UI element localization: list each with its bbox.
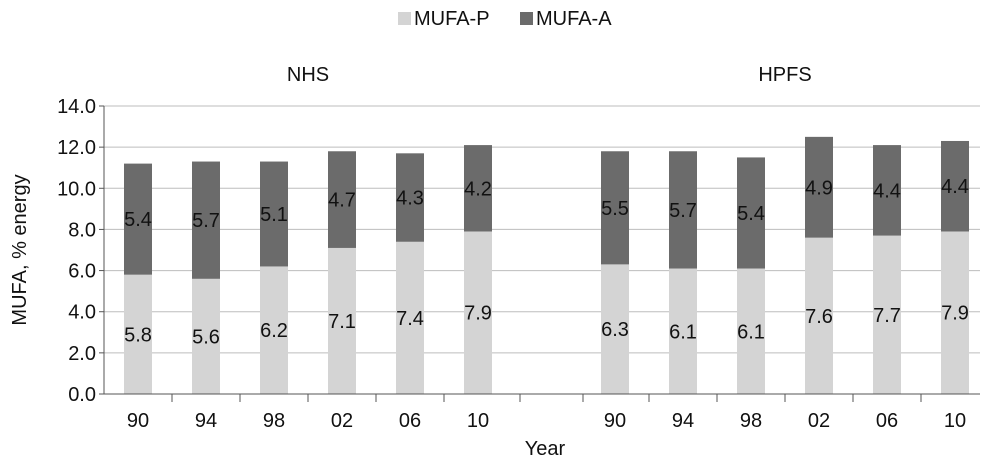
data-label: 6.1 — [669, 321, 697, 343]
x-tick-label: 98 — [263, 410, 285, 432]
data-label: 7.1 — [328, 311, 356, 333]
data-label: 5.7 — [669, 200, 697, 222]
x-tick-label: 02 — [331, 410, 353, 432]
bar-hpfs-06-mufa-a — [873, 145, 901, 236]
data-label: 5.4 — [124, 209, 152, 231]
group-title-hpfs: HPFS — [758, 64, 811, 86]
x-tick-label: 98 — [740, 410, 762, 432]
bar-nhs-06-mufa-a — [396, 153, 424, 242]
data-label: 6.1 — [737, 321, 765, 343]
bar-hpfs-90-mufa-a — [601, 151, 629, 265]
x-tick-label: 94 — [195, 410, 217, 432]
data-label: 4.7 — [328, 190, 356, 212]
data-label: 6.3 — [601, 319, 629, 341]
bar-nhs-10-mufa-a — [464, 145, 492, 232]
bar-nhs-90-mufa-p — [124, 274, 152, 394]
group-title-nhs: NHS — [287, 64, 329, 86]
bar-nhs-06-mufa-p — [396, 241, 424, 394]
data-label: 6.2 — [260, 320, 288, 342]
legend-swatch-mufa-a — [520, 12, 533, 25]
data-label: 4.9 — [805, 177, 833, 199]
bar-hpfs-10-mufa-p — [941, 231, 969, 394]
legend: MUFA-P MUFA-A — [398, 8, 612, 30]
data-label: 5.1 — [260, 204, 288, 226]
bar-nhs-02-mufa-a — [328, 151, 356, 248]
data-label: 7.4 — [396, 308, 424, 330]
bar-hpfs-94-mufa-p — [669, 268, 697, 394]
data-label: 7.6 — [805, 306, 833, 328]
x-tick-label: 94 — [672, 410, 694, 432]
data-label: 5.5 — [601, 198, 629, 220]
bar-hpfs-94-mufa-a — [669, 151, 697, 269]
bar-hpfs-02-mufa-p — [805, 237, 833, 394]
data-label: 5.7 — [192, 210, 220, 232]
data-label: 7.7 — [873, 305, 901, 327]
bar-nhs-98-mufa-p — [260, 266, 288, 394]
data-label: 5.6 — [192, 326, 220, 348]
data-label: 7.9 — [464, 303, 492, 325]
data-label: 4.4 — [941, 176, 969, 198]
x-tick-label: 90 — [604, 410, 626, 432]
group-titles: NHS HPFS — [287, 64, 812, 86]
data-label: 4.4 — [873, 180, 901, 202]
data-label: 5.8 — [124, 324, 152, 346]
y-tick-label: 4.0 — [68, 302, 96, 324]
data-label: 5.4 — [737, 203, 765, 225]
y-tick-label: 2.0 — [68, 343, 96, 365]
y-tick-label: 8.0 — [68, 219, 96, 241]
x-tick-label: 06 — [876, 410, 898, 432]
bar-hpfs-98-mufa-a — [737, 157, 765, 269]
bar-nhs-94-mufa-p — [192, 278, 220, 394]
y-axis-label: MUFA, % energy — [9, 174, 31, 325]
y-tick-label: 0.0 — [68, 384, 96, 406]
legend-label-mufa-a: MUFA-A — [536, 8, 612, 30]
bar-nhs-02-mufa-p — [328, 247, 356, 394]
bar-hpfs-02-mufa-a — [805, 136, 833, 238]
y-tick-label: 6.0 — [68, 261, 96, 283]
x-tick-label: 10 — [944, 410, 966, 432]
x-tick-label: 10 — [467, 410, 489, 432]
bar-nhs-94-mufa-a — [192, 161, 220, 279]
bar-hpfs-06-mufa-p — [873, 235, 901, 394]
gridlines — [104, 105, 980, 354]
bar-nhs-90-mufa-a — [124, 163, 152, 275]
axes: 0.0 2.0 4.0 6.0 8.0 10.0 12.0 14.0 90 94 98 02 06 10 9… — [57, 96, 980, 432]
bar-hpfs-90-mufa-p — [601, 264, 629, 394]
x-tick-label: 02 — [808, 410, 830, 432]
data-label: 4.3 — [396, 188, 424, 210]
bar-hpfs-98-mufa-p — [737, 268, 765, 394]
x-tick-label: 06 — [399, 410, 421, 432]
y-tick-label: 12.0 — [57, 137, 96, 159]
x-axis-label: Year — [525, 438, 566, 460]
bar-nhs-10-mufa-p — [464, 231, 492, 394]
y-tick-label: 10.0 — [57, 178, 96, 200]
legend-label-mufa-p: MUFA-P — [414, 8, 490, 30]
data-label: 4.2 — [464, 178, 492, 200]
bar-hpfs-10-mufa-a — [941, 140, 969, 232]
data-label: 7.9 — [941, 303, 969, 325]
bars: 5.8 5.4 5.6 5.7 6.2 5.1 7.1 4.7 7.4 4.3 7.9 4.2 6.3 5… — [124, 136, 969, 394]
bar-nhs-98-mufa-a — [260, 161, 288, 267]
y-tick-label: 14.0 — [57, 96, 96, 118]
legend-swatch-mufa-p — [398, 12, 411, 25]
x-tick-label: 90 — [127, 410, 149, 432]
